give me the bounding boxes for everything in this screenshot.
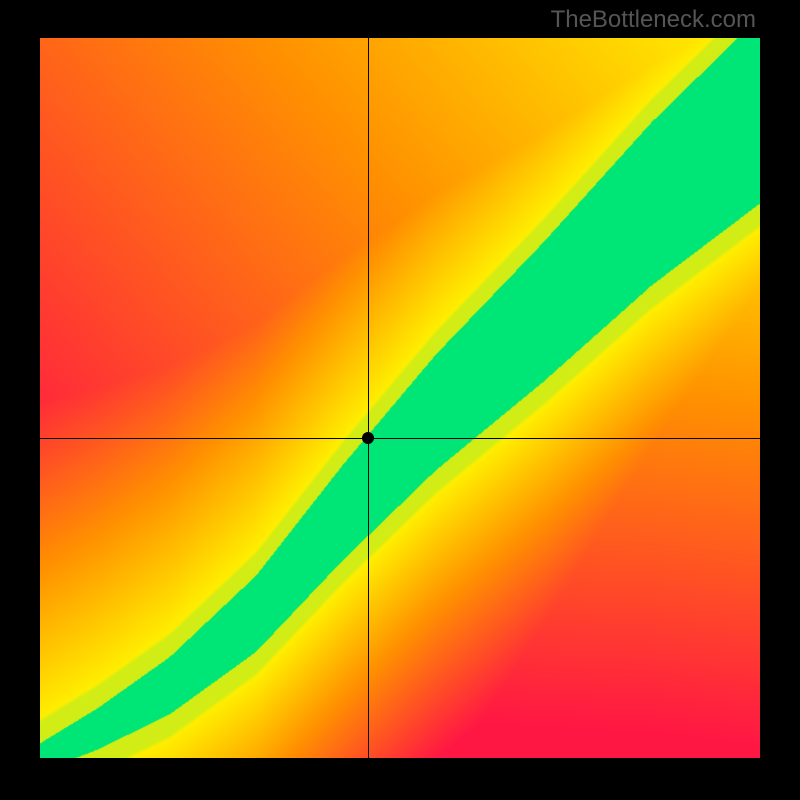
crosshair-vertical <box>368 38 369 758</box>
plot-area <box>40 38 760 758</box>
marker-dot <box>362 432 374 444</box>
crosshair-horizontal <box>40 438 760 439</box>
chart-container: TheBottleneck.com <box>0 0 800 800</box>
watermark-text: TheBottleneck.com <box>551 6 756 34</box>
heatmap-canvas <box>40 38 760 758</box>
